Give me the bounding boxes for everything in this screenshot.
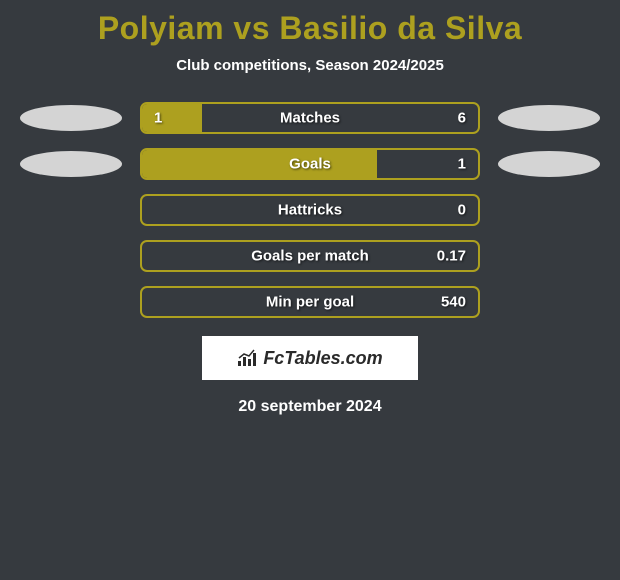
stat-rows: 1 Matches 6 Goals 1 Hattricks 0 Goals per match… [0, 102, 620, 318]
stat-bar-fill [142, 150, 377, 178]
stat-value-right: 540 [441, 294, 466, 311]
logo: FcTables.com [237, 348, 382, 369]
stat-label: Min per goal [266, 294, 354, 311]
logo-box: FcTables.com [202, 336, 418, 380]
logo-text: FcTables.com [263, 348, 382, 369]
stat-value-right: 0 [458, 202, 466, 219]
stat-bar-fill [142, 104, 202, 132]
subtitle: Club competitions, Season 2024/2025 [0, 57, 620, 74]
team-badge-right [498, 151, 600, 177]
stat-row: Hattricks 0 [0, 194, 620, 226]
stat-row: Goals per match 0.17 [0, 240, 620, 272]
stat-row: 1 Matches 6 [0, 102, 620, 134]
stat-label: Goals per match [251, 248, 369, 265]
stat-bar: Goals per match 0.17 [140, 240, 480, 272]
stat-value-left: 1 [154, 110, 162, 127]
page-title: Polyiam vs Basilio da Silva [0, 0, 620, 47]
stat-value-right: 6 [458, 110, 466, 127]
stat-label: Hattricks [278, 202, 342, 219]
team-badge-left [20, 105, 122, 131]
stat-value-right: 1 [458, 156, 466, 173]
stat-bar: Min per goal 540 [140, 286, 480, 318]
stat-row: Min per goal 540 [0, 286, 620, 318]
stat-label: Matches [280, 110, 340, 127]
team-badge-right [498, 105, 600, 131]
date-text: 20 september 2024 [0, 398, 620, 416]
team-badge-left [20, 151, 122, 177]
stat-label: Goals [289, 156, 331, 173]
stat-bar: 1 Matches 6 [140, 102, 480, 134]
stat-bar: Goals 1 [140, 148, 480, 180]
stat-bar: Hattricks 0 [140, 194, 480, 226]
stat-value-right: 0.17 [437, 248, 466, 265]
chart-icon [237, 349, 259, 367]
stat-row: Goals 1 [0, 148, 620, 180]
